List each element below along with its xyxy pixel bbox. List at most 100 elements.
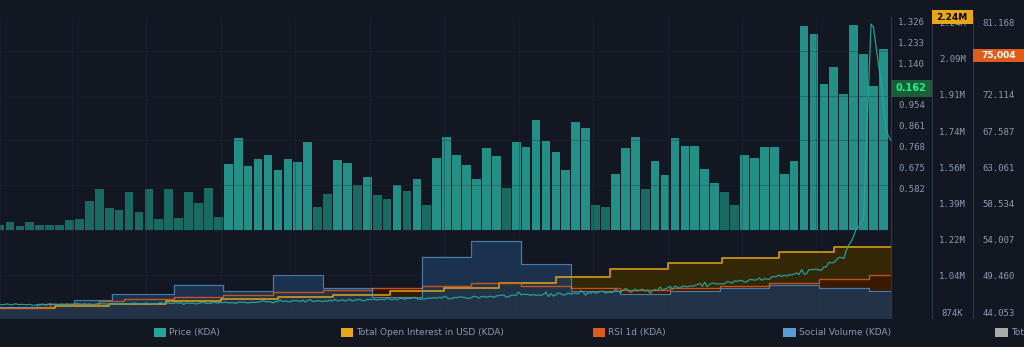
Bar — [700, 169, 709, 230]
Bar — [224, 164, 232, 230]
Bar — [341, 328, 353, 337]
Text: 1.140: 1.140 — [898, 60, 925, 69]
Bar — [413, 179, 421, 230]
Bar — [552, 152, 560, 230]
Bar — [15, 226, 25, 230]
Bar — [204, 188, 213, 230]
Bar — [582, 128, 590, 230]
Bar — [730, 205, 739, 230]
Bar — [5, 221, 14, 230]
Bar — [383, 199, 391, 230]
Text: 67.587: 67.587 — [982, 128, 1015, 137]
Bar — [423, 205, 431, 230]
Bar — [45, 225, 54, 230]
Text: 75,004: 75,004 — [981, 51, 1016, 60]
Bar — [373, 195, 382, 230]
Text: Total Funding Rates Aggregated by Asset (KDA): Total Funding Rates Aggregated by Asset … — [1011, 328, 1024, 337]
Bar — [125, 192, 133, 230]
Text: 0.768: 0.768 — [898, 143, 925, 152]
Bar — [869, 86, 878, 230]
Bar — [85, 201, 93, 230]
Bar — [740, 155, 749, 230]
Bar — [432, 158, 441, 230]
Bar — [134, 212, 143, 230]
Bar — [75, 219, 84, 230]
Text: 81.168: 81.168 — [982, 19, 1015, 28]
Text: 2.09M: 2.09M — [939, 55, 966, 64]
Bar — [561, 170, 570, 230]
Bar — [995, 328, 1008, 337]
Bar — [591, 205, 600, 230]
Bar — [621, 148, 630, 230]
Text: Total Open Interest in USD (KDA): Total Open Interest in USD (KDA) — [356, 328, 504, 337]
Bar — [442, 137, 451, 230]
Bar — [66, 220, 74, 230]
Bar — [651, 161, 659, 230]
Bar — [154, 328, 166, 337]
Bar — [0, 225, 4, 230]
Bar — [783, 328, 796, 337]
Bar — [462, 165, 471, 230]
Bar — [810, 34, 818, 230]
Bar — [472, 179, 481, 230]
Bar — [671, 138, 679, 230]
Bar — [840, 94, 848, 230]
Text: 0.162: 0.162 — [896, 84, 927, 93]
Bar — [571, 121, 580, 230]
Bar — [512, 142, 520, 230]
Text: Social Volume (KDA): Social Volume (KDA) — [799, 328, 891, 337]
Text: 63.061: 63.061 — [982, 164, 1015, 173]
Text: 1.91M: 1.91M — [939, 91, 966, 100]
Text: 1.22M: 1.22M — [939, 236, 966, 245]
Text: 1.56M: 1.56M — [939, 164, 966, 173]
Bar — [849, 25, 858, 230]
Bar — [174, 218, 183, 230]
Bar — [36, 225, 44, 230]
Bar — [254, 159, 262, 230]
Bar — [502, 188, 511, 230]
Text: 0.954: 0.954 — [898, 101, 925, 110]
Bar — [284, 159, 292, 230]
Text: 72.114: 72.114 — [982, 91, 1015, 100]
Bar — [711, 183, 719, 230]
Bar — [660, 175, 670, 230]
Bar — [402, 191, 412, 230]
Bar — [165, 189, 173, 230]
Bar — [343, 163, 352, 230]
Text: 76.641: 76.641 — [982, 55, 1015, 64]
Text: 58.534: 58.534 — [982, 200, 1015, 209]
Text: RSI 1d (KDA): RSI 1d (KDA) — [608, 328, 666, 337]
Bar — [324, 194, 332, 230]
Text: 2.24M: 2.24M — [937, 13, 968, 22]
Bar — [522, 147, 530, 230]
Bar — [542, 141, 550, 230]
Bar — [353, 185, 361, 230]
Bar — [214, 217, 223, 230]
Text: 49.460: 49.460 — [982, 272, 1015, 281]
Bar — [244, 166, 253, 230]
Bar — [362, 177, 372, 230]
Bar — [780, 174, 788, 230]
Bar — [770, 147, 778, 230]
Bar — [879, 49, 888, 230]
Text: 1.04M: 1.04M — [939, 272, 966, 281]
Text: 1.74M: 1.74M — [939, 128, 966, 137]
Bar — [273, 170, 283, 230]
Bar — [55, 225, 63, 230]
Text: 1.39M: 1.39M — [939, 200, 966, 209]
Text: 1.326: 1.326 — [898, 18, 925, 27]
Text: 1.233: 1.233 — [898, 39, 925, 48]
Bar — [303, 142, 312, 230]
Bar — [601, 206, 610, 230]
Bar — [641, 189, 649, 230]
Bar — [492, 156, 501, 230]
Text: 874K: 874K — [942, 309, 963, 318]
Bar — [453, 155, 461, 230]
Text: 2.24M: 2.24M — [939, 19, 966, 28]
Bar — [233, 138, 243, 230]
Bar — [611, 174, 620, 230]
Bar — [631, 137, 640, 230]
Bar — [144, 189, 154, 230]
Text: 0.861: 0.861 — [898, 122, 925, 131]
Text: Price (KDA): Price (KDA) — [169, 328, 220, 337]
